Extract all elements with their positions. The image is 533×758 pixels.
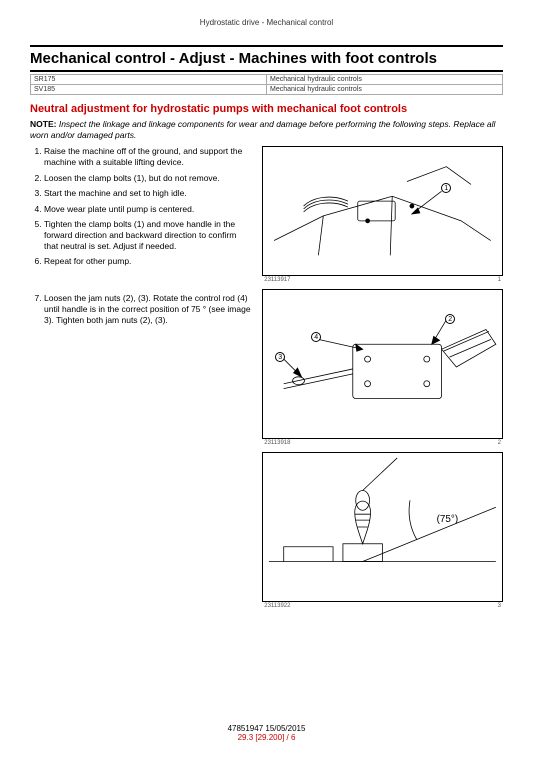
table-row: SV185 Mechanical hydraulic controls <box>31 85 503 95</box>
model-code: SV185 <box>31 85 267 95</box>
figure-num: 3 <box>498 603 501 609</box>
model-code: SR175 <box>31 75 267 85</box>
figure-caption: 23113918 2 <box>262 439 503 446</box>
model-desc: Mechanical hydraulic controls <box>267 85 503 95</box>
step-item: Start the machine and set to high idle. <box>44 188 252 199</box>
angle-label: (75°) <box>437 514 458 525</box>
step-item: Tighten the clamp bolts (1) and move han… <box>44 219 252 251</box>
figure-3: (75°) 23113922 3 <box>262 452 503 609</box>
steps-block-1: Raise the machine off of the ground, and… <box>30 146 252 283</box>
mechanical-diagram-icon <box>263 147 502 275</box>
step-item: Raise the machine off of the ground, and… <box>44 146 252 167</box>
steps-empty <box>30 452 252 609</box>
step-item: Repeat for other pump. <box>44 256 252 267</box>
step-item: Loosen the jam nuts (2), (3). Rotate the… <box>44 293 252 325</box>
figure-1: 1 23113917 1 <box>262 146 503 283</box>
figure-num: 1 <box>498 277 501 283</box>
note-body: Inspect the linkage and linkage componen… <box>30 119 495 140</box>
figure-ref: 23113918 <box>264 440 290 446</box>
page-title: Mechanical control - Adjust - Machines w… <box>30 50 503 67</box>
table-row: SR175 Mechanical hydraulic controls <box>31 75 503 85</box>
note: NOTE: Inspect the linkage and linkage co… <box>30 119 503 140</box>
content-row-2: Loosen the jam nuts (2), (3). Rotate the… <box>30 289 503 446</box>
angle-diagram-icon: (75°) <box>263 453 502 601</box>
figure-caption: 23113922 3 <box>262 602 503 609</box>
step-item: Loosen the clamp bolts (1), but do not r… <box>44 173 252 184</box>
linkage-diagram-icon <box>263 290 502 438</box>
model-table: SR175 Mechanical hydraulic controls SV18… <box>30 74 503 95</box>
step-item: Move wear plate until pump is centered. <box>44 204 252 215</box>
note-label: NOTE: <box>30 119 56 129</box>
subsection-heading: Neutral adjustment for hydrostatic pumps… <box>30 103 503 115</box>
figure-2: 2 3 4 23113918 2 <box>262 289 503 446</box>
footer-page-number: 29.3 [29.200] / 6 <box>0 733 533 742</box>
content-row-3: (75°) 23113922 3 <box>30 452 503 609</box>
steps-block-2: Loosen the jam nuts (2), (3). Rotate the… <box>30 289 252 330</box>
figure-caption: 23113917 1 <box>262 276 503 283</box>
title-bar: Mechanical control - Adjust - Machines w… <box>30 45 503 72</box>
figure-ref: 23113917 <box>264 277 290 283</box>
header-label: Hydrostatic drive - Mechanical control <box>30 18 503 27</box>
footer-doc-id: 47851947 15/05/2015 <box>0 724 533 733</box>
model-desc: Mechanical hydraulic controls <box>267 75 503 85</box>
content-row-1: Raise the machine off of the ground, and… <box>30 146 503 283</box>
figure-num: 2 <box>498 440 501 446</box>
figure-ref: 23113922 <box>264 603 290 609</box>
page-footer: 47851947 15/05/2015 29.3 [29.200] / 6 <box>0 724 533 742</box>
